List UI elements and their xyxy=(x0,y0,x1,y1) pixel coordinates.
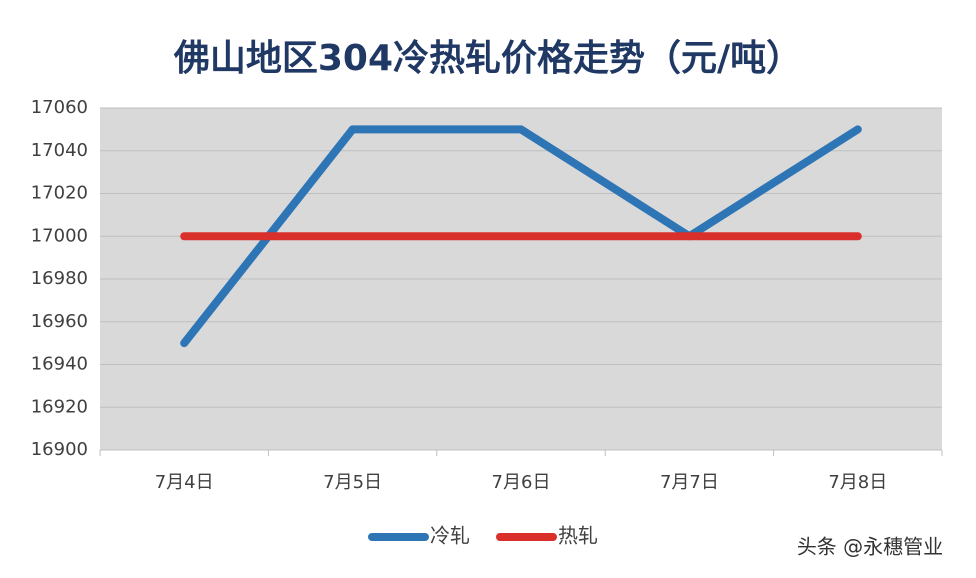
x-tick-label: 7月6日 xyxy=(492,472,551,493)
x-tick-label: 7月8日 xyxy=(828,472,887,493)
y-tick-label: 16980 xyxy=(31,268,88,289)
y-tick-label: 16900 xyxy=(31,439,88,460)
y-tick-label: 17020 xyxy=(31,183,88,204)
legend-label: 热轧 xyxy=(558,524,598,548)
y-tick-label: 17000 xyxy=(31,225,88,246)
y-tick-label: 16960 xyxy=(31,311,88,332)
y-tick-label: 16920 xyxy=(31,396,88,417)
x-tick-label: 7月5日 xyxy=(323,472,382,493)
y-tick-label: 17040 xyxy=(31,140,88,161)
chart-title: 佛山地区304冷热轧价格走势（元/吨） xyxy=(173,38,802,79)
watermark: 头条 @永穗管业 xyxy=(797,535,943,559)
x-tick-label: 7月7日 xyxy=(660,472,719,493)
x-tick-label: 7月4日 xyxy=(155,472,214,493)
legend-label: 冷轧 xyxy=(430,524,470,548)
y-tick-label: 17060 xyxy=(31,97,88,118)
y-tick-label: 16940 xyxy=(31,354,88,375)
series-line xyxy=(180,125,862,348)
